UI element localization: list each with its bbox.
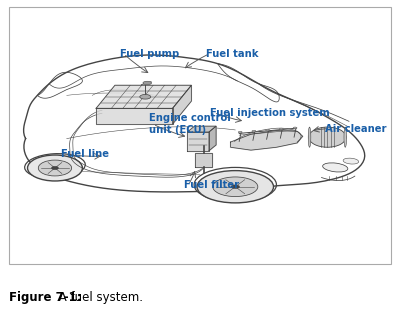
Text: Figure 7-1:: Figure 7-1: xyxy=(9,291,82,304)
Ellipse shape xyxy=(231,185,240,188)
Ellipse shape xyxy=(343,158,359,164)
Text: Fuel filter: Fuel filter xyxy=(184,180,240,190)
Ellipse shape xyxy=(238,131,242,133)
Polygon shape xyxy=(96,85,191,108)
Polygon shape xyxy=(230,131,303,150)
Ellipse shape xyxy=(52,166,58,170)
Text: Fuel injection system: Fuel injection system xyxy=(210,108,330,118)
Ellipse shape xyxy=(309,127,346,147)
Ellipse shape xyxy=(293,127,297,129)
Text: Engine control
unit (ECU): Engine control unit (ECU) xyxy=(149,113,231,135)
Polygon shape xyxy=(172,85,191,124)
Text: Fuel tank: Fuel tank xyxy=(206,49,258,59)
Text: Fuel pump: Fuel pump xyxy=(120,49,179,59)
Polygon shape xyxy=(209,126,216,151)
Ellipse shape xyxy=(213,177,258,197)
Ellipse shape xyxy=(266,129,270,131)
Polygon shape xyxy=(188,132,209,151)
Ellipse shape xyxy=(140,95,151,99)
Ellipse shape xyxy=(308,127,311,147)
Ellipse shape xyxy=(197,170,274,203)
Ellipse shape xyxy=(28,155,82,181)
Ellipse shape xyxy=(344,127,346,147)
Ellipse shape xyxy=(38,160,72,176)
FancyBboxPatch shape xyxy=(9,7,391,264)
Text: A fuel system.: A fuel system. xyxy=(55,291,143,304)
Ellipse shape xyxy=(279,128,283,130)
Ellipse shape xyxy=(252,130,256,132)
Polygon shape xyxy=(188,126,216,132)
Polygon shape xyxy=(96,108,172,124)
Polygon shape xyxy=(195,153,212,167)
Text: Air cleaner: Air cleaner xyxy=(326,123,387,134)
Text: Fuel line: Fuel line xyxy=(61,149,109,159)
Ellipse shape xyxy=(323,163,348,172)
Ellipse shape xyxy=(143,81,152,85)
